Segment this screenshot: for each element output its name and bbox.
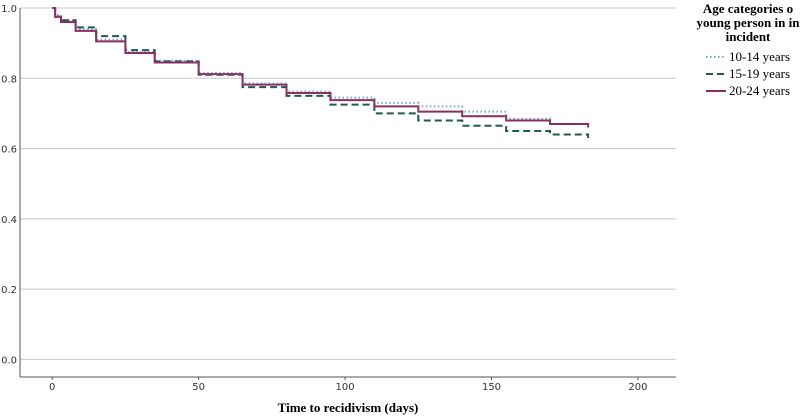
- y-tick-label: 0.4: [1, 215, 17, 226]
- legend-title-line: Age categories o: [703, 1, 793, 16]
- legend-label: 20-24 years: [729, 83, 790, 98]
- x-tick-labels: 0 50 100 150 200: [49, 377, 647, 393]
- x-tick-label: 100: [336, 382, 355, 393]
- series-lines: [52, 7, 590, 139]
- y-tick-label: 0.2: [1, 285, 17, 296]
- legend-label: 10-14 years: [729, 49, 790, 64]
- axes: [19, 8, 676, 378]
- series-line-2: [52, 7, 590, 139]
- y-tick-label: 0.8: [1, 74, 17, 85]
- x-tick-label: 0: [49, 382, 55, 393]
- y-tick-label: 1.0: [1, 4, 17, 15]
- legend-label: 15-19 years: [729, 66, 790, 81]
- x-axis-title: Time to recidivism (days): [278, 400, 419, 415]
- x-tick-label: 50: [192, 382, 205, 393]
- legend-title-line: young person in in: [697, 15, 800, 30]
- x-tick-label: 150: [482, 382, 501, 393]
- legend-title-line: incident: [726, 29, 771, 44]
- series-line-3: [52, 7, 590, 128]
- y-tick-label: 0.0: [1, 355, 17, 366]
- x-tick-label: 200: [628, 382, 647, 393]
- series-line-1: [52, 7, 590, 128]
- y-tick-label: 0.6: [1, 145, 17, 156]
- grid-lines: [20, 7, 676, 360]
- y-tick-labels: 0.0 0.2 0.4 0.6 0.8 1.0: [1, 4, 17, 366]
